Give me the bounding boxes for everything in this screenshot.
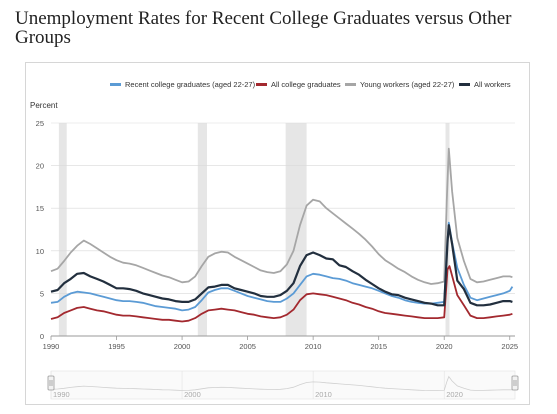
legend-swatch bbox=[345, 83, 356, 86]
navigator-tick-label: 2020 bbox=[446, 390, 463, 399]
legend-label: Recent college graduates (aged 22-27) bbox=[125, 80, 256, 89]
x-tick-label: 1995 bbox=[108, 342, 125, 351]
legend-item-recent-grads[interactable]: Recent college graduates (aged 22-27) bbox=[110, 80, 255, 89]
navigator-handle-left[interactable] bbox=[47, 375, 55, 391]
legend-label: All workers bbox=[474, 80, 511, 89]
recession-band bbox=[58, 123, 67, 336]
series-line bbox=[50, 221, 514, 312]
x-tick-label: 2020 bbox=[436, 342, 453, 351]
y-tick-label: 10 bbox=[36, 247, 44, 256]
range-navigator[interactable]: 1990 2000 2010 2020 bbox=[47, 370, 519, 400]
page-title: Unemployment Rates for Recent College Gr… bbox=[15, 8, 512, 48]
series-line bbox=[50, 147, 513, 285]
series-lines bbox=[50, 147, 514, 323]
x-tick-label: 2025 bbox=[501, 342, 518, 351]
legend-item-all-workers[interactable]: All workers bbox=[459, 80, 511, 89]
legend-swatch bbox=[110, 83, 121, 86]
legend-swatch bbox=[459, 83, 470, 86]
recession-band bbox=[285, 123, 307, 336]
chart-legend: Recent college graduates (aged 22-27) Al… bbox=[26, 80, 531, 94]
legend-label: All college graduates bbox=[271, 80, 341, 89]
legend-item-all-college-grads[interactable]: All college graduates bbox=[256, 80, 341, 89]
x-tick-label: 2015 bbox=[370, 342, 387, 351]
y-axis-title: Percent bbox=[30, 101, 58, 110]
navigator-tick-label: 2010 bbox=[315, 390, 332, 399]
x-tick-label: 2000 bbox=[174, 342, 191, 351]
y-tick-label: 15 bbox=[36, 204, 44, 213]
y-tick-label: 5 bbox=[40, 289, 44, 298]
y-tick-label: 20 bbox=[36, 162, 44, 171]
x-tick-label: 2005 bbox=[239, 342, 256, 351]
recession-shading bbox=[58, 123, 450, 336]
series-line bbox=[50, 224, 513, 307]
legend-swatch bbox=[256, 83, 267, 86]
y-tick-label: 25 bbox=[36, 119, 44, 128]
series-line bbox=[50, 265, 513, 323]
legend-item-young-workers[interactable]: Young workers (aged 22-27) bbox=[345, 80, 454, 89]
navigator-preview-line bbox=[50, 375, 513, 392]
navigator-handle-right[interactable] bbox=[511, 375, 519, 391]
grid-lines bbox=[51, 122, 515, 337]
x-axis: 1990 1995 2000 2005 2010 2015 2020 2025 bbox=[43, 336, 518, 351]
y-axis: 0 5 10 15 20 25 bbox=[36, 119, 44, 341]
x-tick-label: 2010 bbox=[305, 342, 322, 351]
recession-band bbox=[197, 123, 207, 336]
navigator-tick-label: 2000 bbox=[184, 390, 201, 399]
navigator-tick-label: 1990 bbox=[53, 390, 70, 399]
legend-label: Young workers (aged 22-27) bbox=[360, 80, 455, 89]
y-tick-label: 0 bbox=[40, 332, 44, 341]
x-tick-label: 1990 bbox=[43, 342, 60, 351]
chart-panel: Recent college graduates (aged 22-27) Al… bbox=[25, 62, 530, 405]
